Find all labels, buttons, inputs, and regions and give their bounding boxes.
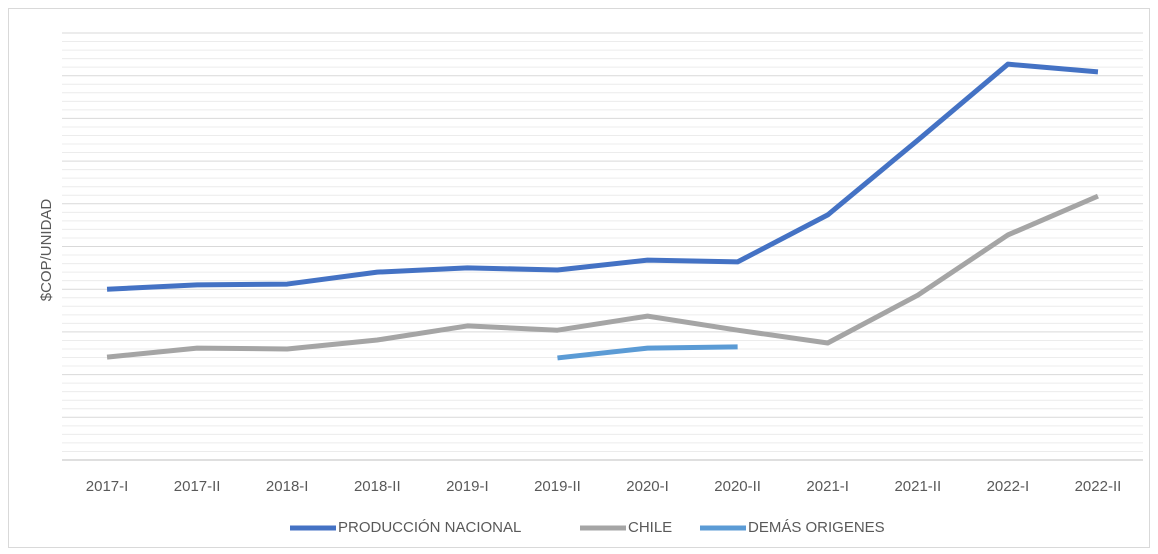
x-tick-label: 2017-II [174,478,221,495]
x-tick-label: 2017-I [86,478,129,495]
x-tick-label: 2022-I [987,478,1030,495]
legend-label: CHILE [628,519,672,536]
x-tick-label: 2018-I [266,478,309,495]
x-tick-label: 2019-I [446,478,489,495]
x-tick-label: 2018-II [354,478,401,495]
chart-border [8,8,1150,548]
x-tick-label: 2020-II [714,478,761,495]
legend-label: PRODUCCIÓN NACIONAL [338,519,521,536]
x-tick-label: 2021-II [894,478,941,495]
line [106,193,1099,360]
line [557,344,738,361]
x-tick-label: 2021-I [806,478,849,495]
x-tick-label: 2020-I [626,478,669,495]
x-tick-label: 2022-II [1075,478,1122,495]
line [106,61,1099,292]
y-axis-label: $COP/UNIDAD [38,199,55,302]
x-tick-label: 2019-II [534,478,581,495]
legend-label: DEMÁS ORIGENES [748,519,885,536]
